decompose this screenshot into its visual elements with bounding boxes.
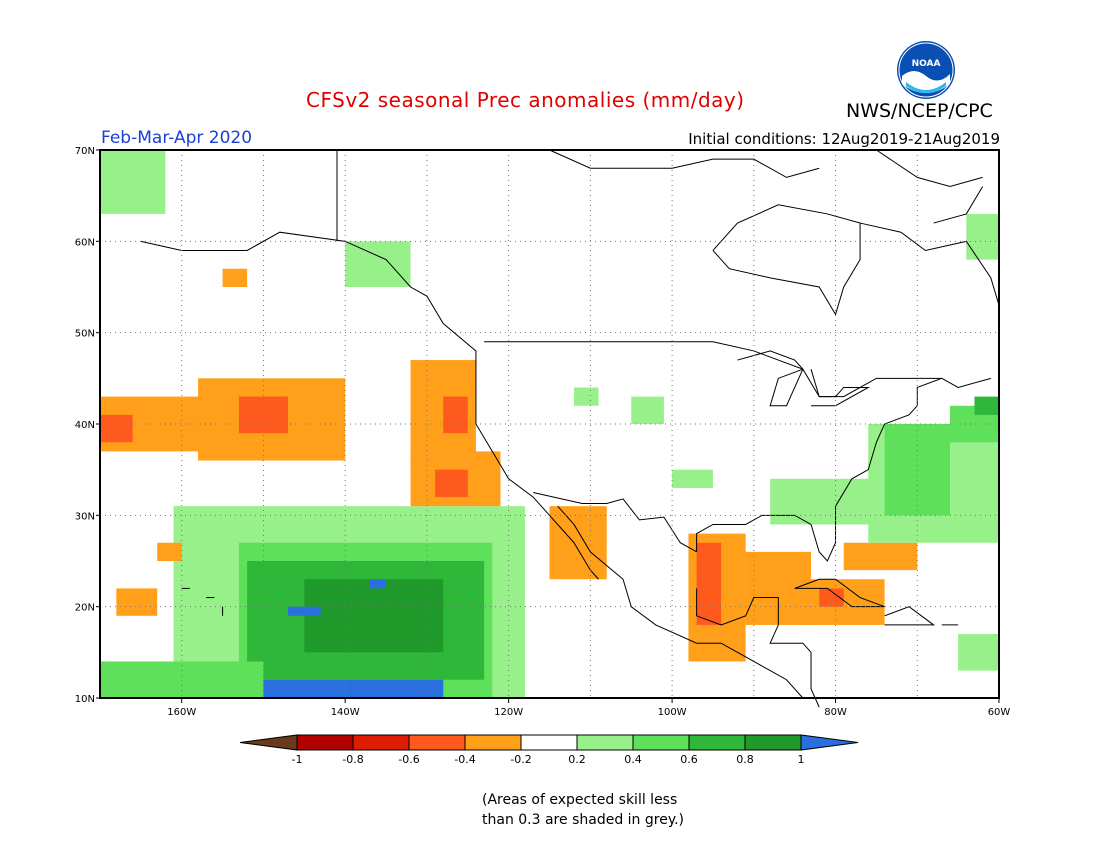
anomaly-cell [819, 588, 844, 607]
coastline-segment [549, 149, 820, 178]
anomaly-cell [574, 387, 599, 406]
anomaly-cell [304, 579, 444, 653]
coastline-segment [794, 578, 885, 608]
anomaly-cell [222, 268, 248, 287]
anomaly-cell [100, 150, 166, 214]
anomaly-cell [966, 213, 999, 260]
anomaly-cell [672, 469, 713, 488]
colorbar-tick-label: -0.4 [454, 753, 475, 766]
anomaly-cell [157, 542, 182, 561]
lat-tick-label: 10N [75, 694, 95, 705]
initial-conditions: Initial conditions: 12Aug2019-21Aug2019 [688, 130, 1000, 148]
colorbar-tick-label: 0.6 [680, 753, 698, 766]
colorbar-arrow-left [239, 734, 298, 751]
anomaly-cell [100, 414, 133, 443]
anomaly-cell [369, 579, 387, 589]
colorbar-segment [688, 734, 746, 751]
anomaly-shading [100, 150, 999, 698]
anomaly-cell [435, 469, 468, 498]
colorbar-segment [520, 734, 578, 751]
colorbar-tick-label: -0.6 [398, 753, 419, 766]
coastline-segment [557, 505, 804, 699]
longitude-tick-labels: 160W 140W 120W 100W 80W 60W [167, 698, 1010, 718]
colorbar-tick-label: 0.4 [624, 753, 642, 766]
coastline-segment [140, 231, 599, 580]
coastline-segment [859, 222, 1000, 306]
colorbar-tick-label: 0.2 [568, 753, 586, 766]
colorbar-segment [576, 734, 634, 751]
colorbar-segment [296, 734, 354, 751]
lat-tick-label: 30N [75, 511, 95, 522]
anomaly-cell [443, 396, 468, 434]
lon-tick-label: 160W [167, 707, 196, 718]
colorbar-segment [464, 734, 522, 751]
border-segment [484, 341, 942, 398]
lat-tick-label: 20N [75, 603, 95, 614]
lon-tick-label: 120W [494, 707, 523, 718]
colorbar-tick-label: -0.8 [342, 753, 363, 766]
lon-tick-label: 80W [824, 707, 847, 718]
coastline-segment [933, 186, 984, 224]
skill-note-line1: (Areas of expected skill less [482, 792, 678, 808]
colorbar-segment [632, 734, 690, 751]
anomaly-cell [958, 634, 999, 671]
anomaly-cell [843, 542, 918, 571]
border-segment [533, 492, 697, 553]
colorbar-tick-label: 1 [798, 753, 805, 766]
colorbar-segment [744, 734, 802, 751]
colorbar-segment [352, 734, 410, 751]
lat-tick-label: 70N [75, 146, 95, 157]
anomaly-cell [974, 396, 999, 415]
coastline-segment [696, 588, 820, 708]
colorbar-arrow-right [800, 734, 859, 751]
skill-note-line2: than 0.3 are shaded in grey.) [482, 812, 685, 828]
anomaly-cell [549, 506, 607, 580]
anomaly-cell [345, 241, 411, 287]
lat-tick-label: 40N [75, 420, 95, 431]
anomaly-cell [287, 606, 321, 616]
coastline-segment [712, 204, 861, 316]
lon-tick-label: 60W [988, 707, 1011, 718]
coastline-segment [737, 350, 804, 407]
latitude-tick-labels: 70N 60N 50N 40N 30N 20N 10N [75, 146, 100, 705]
lat-tick-label: 60N [75, 237, 95, 248]
coastline-segment [696, 377, 991, 562]
forecast-period: Feb-Mar-Apr 2020 [101, 128, 253, 148]
colorbar-tick-label: -0.2 [510, 753, 531, 766]
anomaly-cell [770, 478, 885, 525]
coastline-segment [884, 606, 936, 626]
colorbar: -1 -0.8 -0.6 -0.4 -0.2 0.2 0.4 0.6 0.8 1 [239, 734, 859, 766]
lat-tick-label: 50N [75, 329, 95, 340]
lon-tick-label: 140W [331, 707, 360, 718]
anomaly-cell [696, 542, 722, 625]
lon-tick-label: 100W [658, 707, 687, 718]
anomaly-cell [238, 396, 288, 434]
noaa-logo-text: NOAA [912, 59, 941, 69]
colorbar-tick-label: -1 [292, 753, 303, 766]
map-title: CFSv2 seasonal Prec anomalies (mm/day) [306, 88, 745, 112]
anomaly-cell [100, 661, 264, 698]
anomaly-cell [884, 424, 950, 516]
noaa-logo: NOAA [897, 41, 955, 99]
colorbar-tick-label: 0.8 [736, 753, 754, 766]
coastline-segment [876, 149, 983, 188]
anomaly-cell [116, 588, 158, 616]
organization-label: NWS/NCEP/CPC [846, 100, 993, 122]
coastlines [140, 149, 1000, 708]
anomaly-cell [631, 396, 664, 424]
colorbar-segment [408, 734, 466, 751]
